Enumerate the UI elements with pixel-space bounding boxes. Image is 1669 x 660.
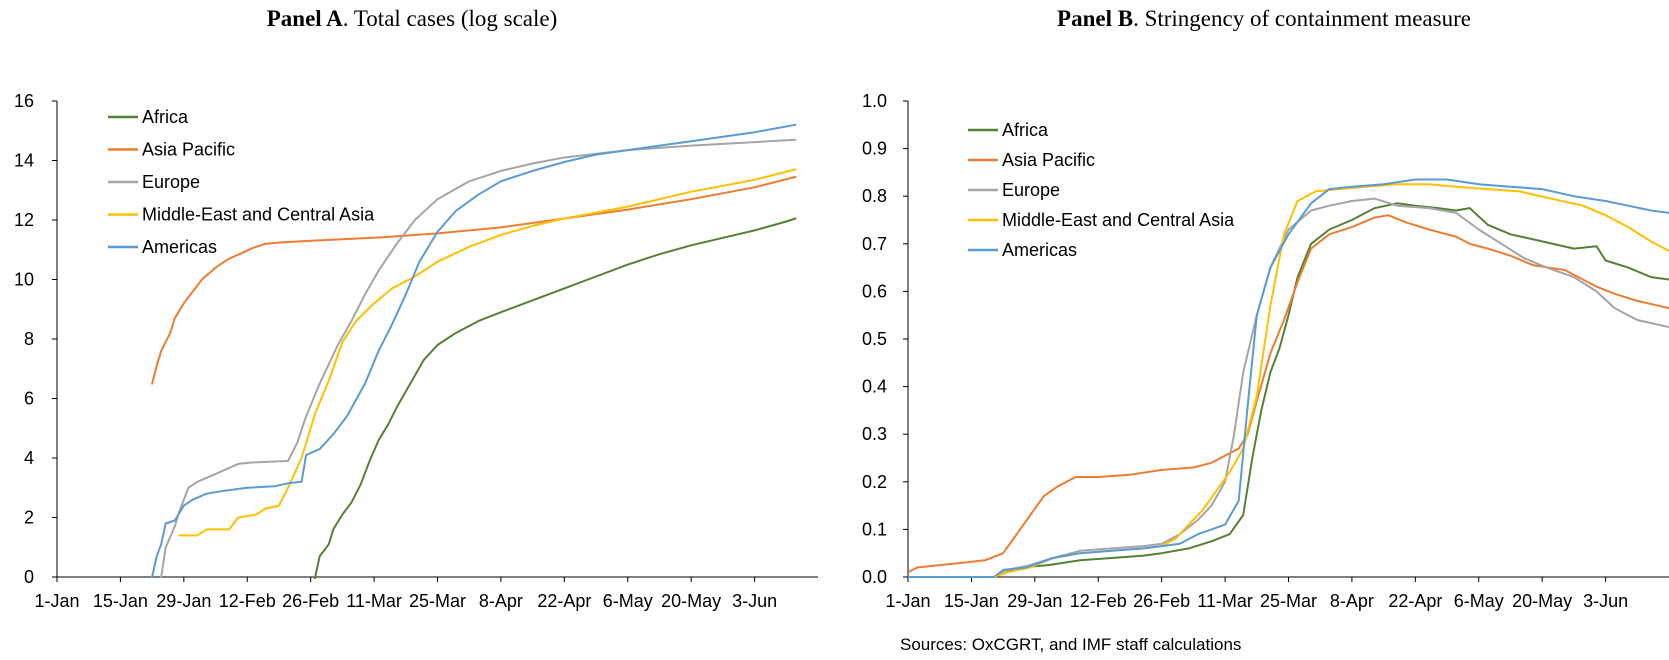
panel-a-y-tick-label: 6 <box>24 389 34 409</box>
panel-b-y-tick-label: 0.8 <box>862 186 887 206</box>
panel-a-legend-label-europe: Europe <box>142 172 200 192</box>
panel-b-series-americas <box>908 178 1669 578</box>
panel-a-x-tick-label: 25-Mar <box>409 591 466 611</box>
panel-a-y-tick-label: 0 <box>24 567 34 587</box>
panel-a-x-tick-label: 22-Apr <box>537 591 591 611</box>
panel-a-x-tick-label: 29-Jan <box>156 591 211 611</box>
panel-b-legend-label-africa: Africa <box>1002 120 1049 140</box>
panel-b-legend-label-europe: Europe <box>1002 180 1060 200</box>
panel-b-x-tick-label: 1-Jan <box>885 591 930 611</box>
panel-a-x-tick-label: 1-Jan <box>34 591 79 611</box>
panel-b-x-tick-label: 15-Jan <box>944 591 999 611</box>
panel-b-y-tick-label: 0.7 <box>862 234 887 254</box>
panel-a-series-europe <box>160 138 797 578</box>
panel-a-y-tick-label: 14 <box>14 151 34 171</box>
panel-a-legend: Africa Asia Pacific Europe Middle-East and … <box>108 107 375 257</box>
source-note: Sources: OxCGRT, and IMF staff calculati… <box>900 635 1241 654</box>
panel-b-y-tick-label: 0.5 <box>862 329 887 349</box>
panel-a-y-tick-label: 10 <box>14 270 34 290</box>
panel-b-x-tick-label: 26-Feb <box>1133 591 1190 611</box>
panel-a-x-tick-label: 12-Feb <box>219 591 276 611</box>
panel-b-x-tick-label: 12-Feb <box>1070 591 1127 611</box>
panel-b-x-tick-label: 29-Jan <box>1007 591 1062 611</box>
panel-b-series-africa <box>908 202 1669 578</box>
panel-b-x-tick-label: 25-Mar <box>1260 591 1317 611</box>
panel-b-series-group <box>908 178 1669 578</box>
panel-b-x-tick-label: 8-Apr <box>1330 591 1374 611</box>
panel-a-y-tick-label: 4 <box>24 448 34 468</box>
panel-a-chart: Panel A. Total cases (log scale) 0 2 4 6 8 10… <box>14 6 818 611</box>
panel-a-y-tick-label: 8 <box>24 329 34 349</box>
panel-a-x-tick-label: 8-Apr <box>479 591 523 611</box>
panel-b-y-tick-label: 0.6 <box>862 281 887 301</box>
panel-b-legend: Africa Asia Pacific Europe Middle-East and … <box>968 120 1235 260</box>
panel-b-legend-label-asia-pacific: Asia Pacific <box>1002 150 1095 170</box>
panel-a-x-tick-label: 11-Mar <box>346 591 402 611</box>
panel-b-x-tick-label: 20-May <box>1512 591 1572 611</box>
panel-a-x-tick-label: 20-May <box>661 591 721 611</box>
panel-a-x-tick-label: 26-Feb <box>282 591 339 611</box>
panel-b-title: Panel B. Stringency of containment measu… <box>1057 6 1471 31</box>
panel-b-legend-label-middle-east-and-central-asia: Middle-East and Central Asia <box>1002 210 1235 230</box>
panel-a-legend-label-africa: Africa <box>142 107 189 127</box>
panel-b-series-asia-pacific <box>908 214 1669 574</box>
panel-a-plot-area: 0 2 4 6 8 10 12 14 16 1-Jan 15-Jan 29-Jan 12-Feb 26-F… <box>14 91 818 611</box>
panel-a-series-americas <box>151 123 797 578</box>
panel-b-y-tick-label: 0.4 <box>862 377 887 397</box>
panel-b-y-tick-label: 1.0 <box>862 91 887 111</box>
panel-a-y-tick-label: 2 <box>24 508 34 528</box>
panel-b-x-tick-label: 22-Apr <box>1388 591 1442 611</box>
panel-a-title: Panel A. Total cases (log scale) <box>267 6 558 31</box>
panel-b-chart: Panel B. Stringency of containment measu… <box>862 6 1669 611</box>
panel-a-x-tick-label: 6-May <box>603 591 653 611</box>
panel-b-plot-area: 0.0 0.1 0.2 0.3 0.4 0.5 0.6 0.7 0.8 0.9 1.0 1-Jan 15… <box>862 91 1669 611</box>
panel-b-y-tick-label: 0.0 <box>862 567 887 587</box>
panel-b-y-tick-label: 0.9 <box>862 139 887 159</box>
panel-a-series-group <box>151 123 797 579</box>
panel-a-legend-label-americas: Americas <box>142 237 217 257</box>
panel-b-x-tick-label: 11-Mar <box>1197 591 1253 611</box>
panel-b-y-tick-label: 0.1 <box>862 519 887 539</box>
panel-a-series-africa <box>313 217 797 579</box>
panel-a-series-middle-east-and-central-asia <box>178 168 797 537</box>
panel-a-x-tick-label: 3-Jun <box>732 591 777 611</box>
panel-a-y-tick-label: 12 <box>14 210 34 230</box>
panel-b-series-europe <box>908 197 1669 578</box>
panel-b-x-tick-label: 3-Jun <box>1583 591 1628 611</box>
panel-b-y-tick-label: 0.3 <box>862 424 887 444</box>
panel-a-x-tick-label: 15-Jan <box>93 591 148 611</box>
panel-b-x-tick-label: 6-May <box>1454 591 1504 611</box>
panel-a-y-tick-label: 16 <box>14 91 34 111</box>
panel-a-legend-label-middle-east-and-central-asia: Middle-East and Central Asia <box>142 205 375 225</box>
panel-a-legend-label-asia-pacific: Asia Pacific <box>142 140 235 160</box>
panel-b-legend-label-americas: Americas <box>1002 240 1077 260</box>
panel-b-y-tick-label: 0.2 <box>862 472 887 492</box>
